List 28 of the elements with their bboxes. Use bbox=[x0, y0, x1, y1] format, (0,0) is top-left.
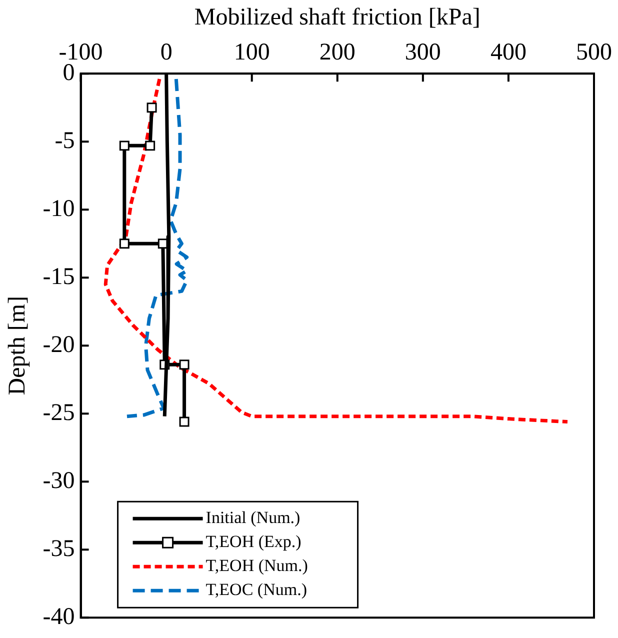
y-tick-label: -10 bbox=[42, 196, 75, 222]
point bbox=[119, 238, 130, 249]
x-tick-label: 100 bbox=[234, 39, 270, 66]
y-tick-label: -35 bbox=[42, 536, 75, 562]
legend-label: T,EOH (Num.) bbox=[206, 556, 308, 576]
line-series bbox=[104, 77, 570, 424]
x-tick-label: 200 bbox=[319, 39, 356, 66]
y-tick-label: -15 bbox=[42, 264, 75, 290]
x-tick-label: 500 bbox=[576, 39, 612, 66]
legend-label: T,EOH (Exp.) bbox=[206, 532, 302, 552]
y-axis-title: Depth [m] bbox=[4, 296, 31, 396]
legend-label: Initial (Num.) bbox=[206, 508, 300, 528]
y-tick-label: -5 bbox=[54, 128, 75, 154]
x-tick-label: 0 bbox=[160, 39, 172, 66]
point bbox=[179, 360, 190, 370]
y-tick-label: -40 bbox=[42, 604, 75, 630]
point bbox=[145, 140, 156, 151]
point bbox=[119, 140, 130, 151]
y-tick-label: -25 bbox=[42, 400, 75, 426]
point bbox=[146, 102, 157, 113]
x-axis-title: Mobilized shaft friction [kPa] bbox=[194, 4, 480, 31]
point bbox=[179, 416, 190, 427]
y-tick-label: -30 bbox=[42, 468, 75, 494]
x-tick-label: 400 bbox=[490, 39, 526, 66]
line-series bbox=[125, 77, 189, 418]
x-tick-label: 300 bbox=[404, 39, 441, 66]
y-tick-label: -20 bbox=[42, 332, 75, 358]
legend-label: T,EOC (Num.) bbox=[206, 580, 307, 600]
